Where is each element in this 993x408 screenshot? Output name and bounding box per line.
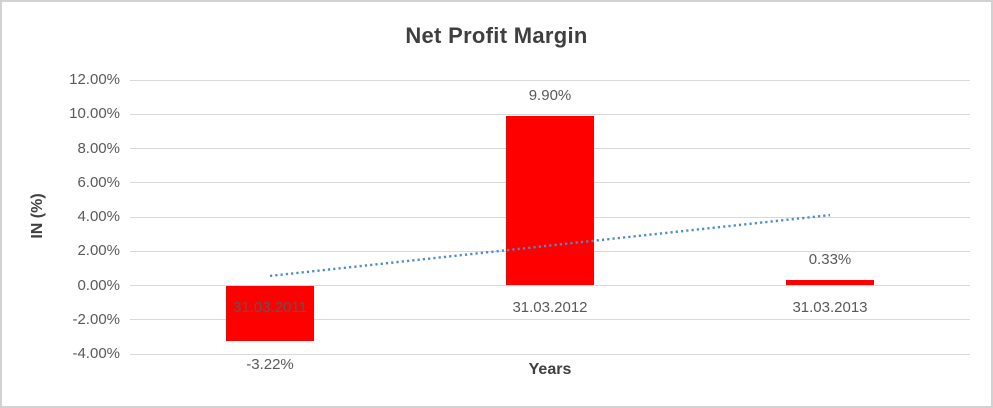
- data-label: 0.33%: [808, 250, 852, 268]
- y-tick-label: -4.00%: [72, 345, 120, 362]
- bar-31.03.2011: [226, 285, 314, 341]
- y-tick-label: 12.00%: [69, 71, 120, 88]
- y-tick-label: 10.00%: [69, 105, 120, 123]
- category-label: 31.03.2011: [233, 298, 307, 316]
- gridline: [130, 285, 970, 286]
- chart-title: Net Profit Margin: [405, 23, 588, 48]
- bar-31.03.2013: [786, 279, 874, 286]
- gridline: [130, 353, 970, 355]
- data-label: 9.90%: [528, 86, 572, 104]
- gridline: [130, 113, 970, 115]
- category-label: 31.03.2012: [512, 298, 588, 316]
- y-tick-label: -2.00%: [72, 310, 120, 328]
- y-tick-label: 6.00%: [77, 173, 120, 191]
- y-tick-label: 2.00%: [77, 242, 120, 260]
- y-tick-label: 8.00%: [77, 139, 120, 157]
- category-label: 31.03.2013: [792, 298, 868, 316]
- gridline: [130, 79, 970, 81]
- gridline: [130, 319, 970, 321]
- bar-31.03.2012: [506, 115, 594, 286]
- y-tick-label: 4.00%: [77, 208, 120, 225]
- x-axis-title: Years: [528, 361, 572, 378]
- data-label: -3.22%: [246, 355, 294, 373]
- y-tick-label: 0.00%: [77, 276, 120, 294]
